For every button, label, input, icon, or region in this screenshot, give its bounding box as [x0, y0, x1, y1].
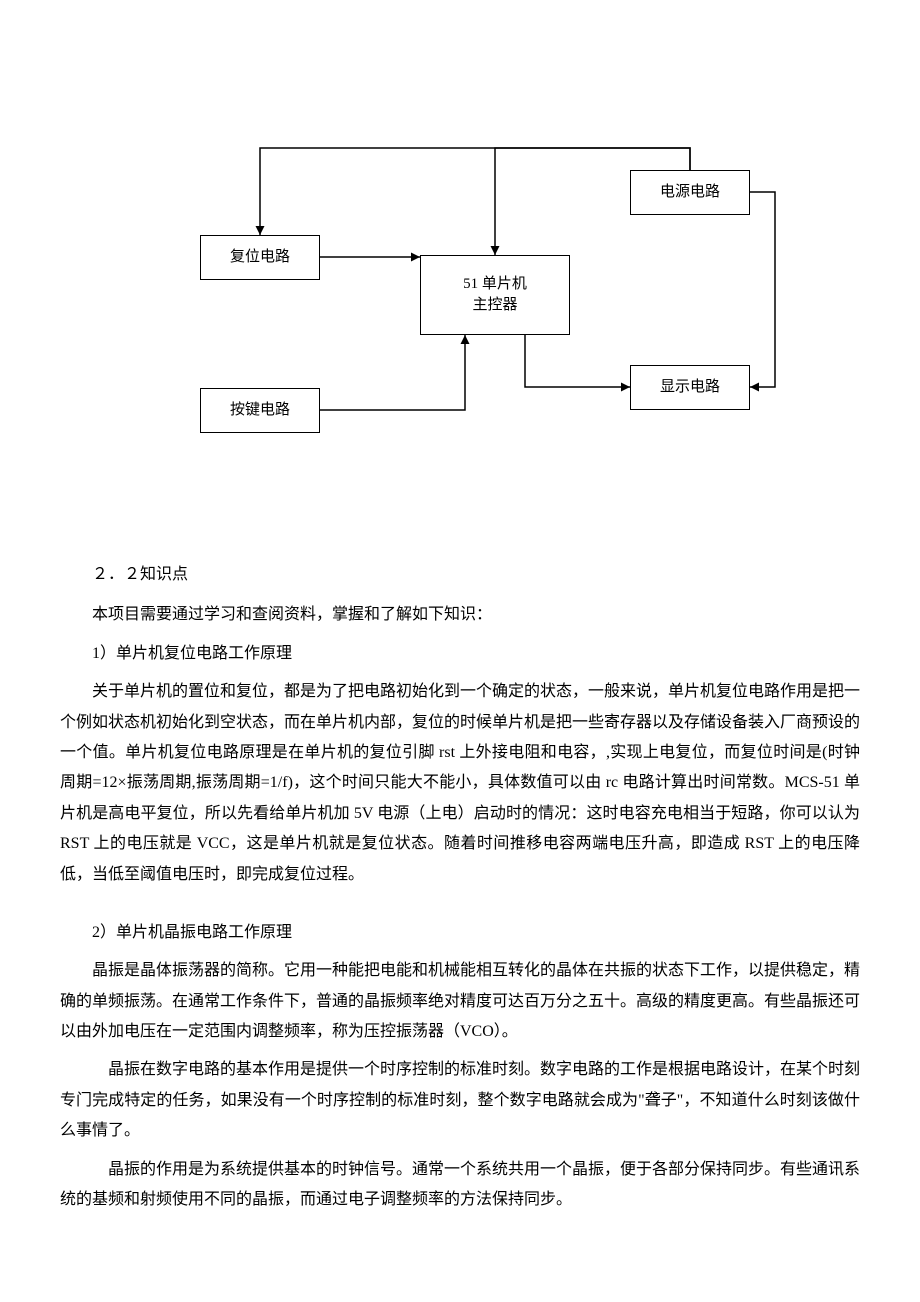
subheading-2: 2）单片机晶振电路工作原理: [60, 918, 860, 948]
node-power-label: 电源电路: [660, 182, 720, 203]
block-diagram: 电源电路 复位电路 51 单片机 主控器 按键电路 显示电路: [140, 140, 780, 480]
heading-2-2: ２．２知识点: [60, 560, 860, 590]
node-key: 按键电路: [200, 388, 320, 433]
node-reset: 复位电路: [200, 235, 320, 280]
node-mcu-label: 51 单片机 主控器: [463, 274, 527, 316]
node-power: 电源电路: [630, 170, 750, 215]
node-key-label: 按键电路: [230, 400, 290, 421]
subheading-1: 1）单片机复位电路工作原理: [60, 639, 860, 669]
node-disp: 显示电路: [630, 365, 750, 410]
node-reset-label: 复位电路: [230, 247, 290, 268]
paragraph-crystal-b: 晶振在数字电路的基本作用是提供一个时序控制的标准时刻。数字电路的工作是根据电路设…: [60, 1055, 860, 1146]
intro-paragraph: 本项目需要通过学习和查阅资料，掌握和了解如下知识：: [60, 600, 860, 630]
paragraph-crystal-a: 晶振是晶体振荡器的简称。它用一种能把电能和机械能相互转化的晶体在共振的状态下工作…: [60, 956, 860, 1047]
node-mcu: 51 单片机 主控器: [420, 255, 570, 335]
paragraph-reset: 关于单片机的置位和复位，都是为了把电路初始化到一个确定的状态，一般来说，单片机复…: [60, 677, 860, 890]
node-disp-label: 显示电路: [660, 377, 720, 398]
paragraph-crystal-c: 晶振的作用是为系统提供基本的时钟信号。通常一个系统共用一个晶振，便于各部分保持同…: [60, 1155, 860, 1216]
